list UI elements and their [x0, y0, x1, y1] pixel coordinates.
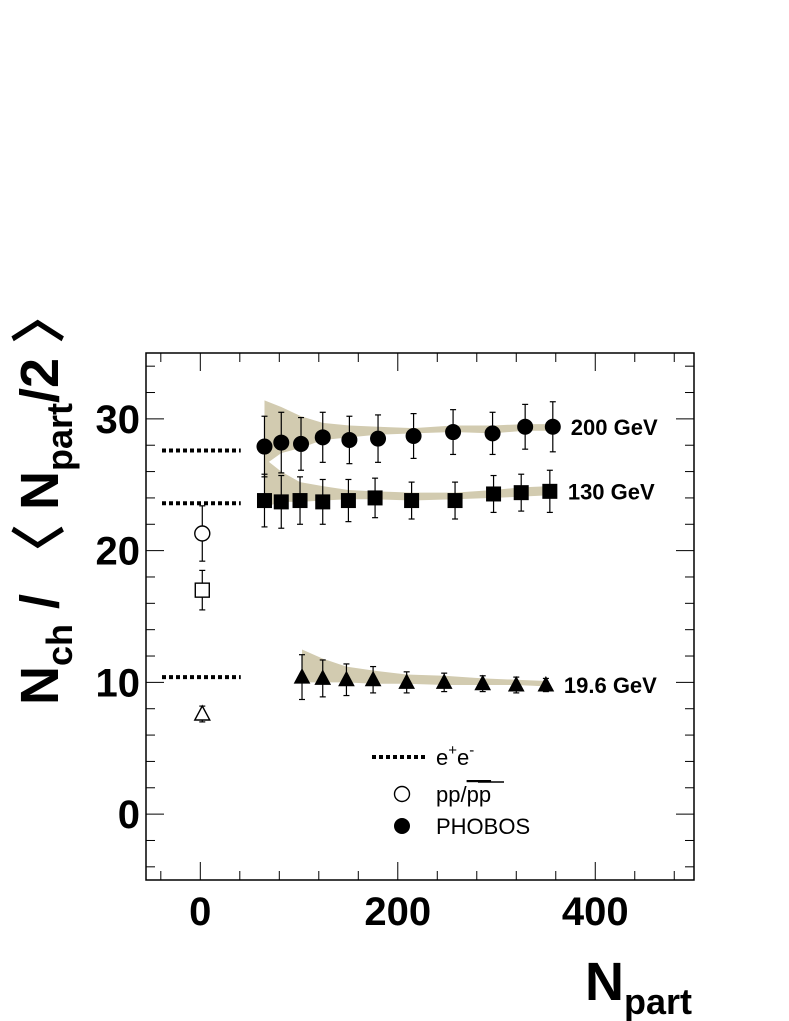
- pp-point-1: [194, 582, 210, 598]
- series-1-point-10: [542, 483, 558, 499]
- series-1-point-2: [292, 493, 308, 509]
- series-0-point-5: [370, 430, 387, 447]
- series-1-point-9: [513, 485, 529, 501]
- series-2-point-2: [338, 670, 355, 687]
- legend-pp-label: pp/pp: [436, 782, 491, 807]
- x-tick-label: 400: [562, 890, 629, 934]
- x-tick-label: 200: [364, 890, 431, 934]
- band-2: [302, 649, 546, 687]
- series-2-point-0: [293, 668, 311, 684]
- series-1-point-3: [315, 494, 331, 510]
- series-1-point-8: [486, 486, 502, 502]
- series-2-point-5: [435, 673, 453, 689]
- series-0-point-1: [273, 434, 290, 451]
- series-2-point-4: [398, 673, 416, 689]
- series-0-point-7: [445, 424, 462, 441]
- series-labels: 200 GeV 130 GeV 19.6 GeV: [564, 415, 658, 698]
- legend: e+e-pp/pp PHOBOS: [372, 742, 530, 839]
- y-tick-label: 0: [118, 793, 140, 837]
- series-0-point-3: [314, 429, 331, 446]
- series-1-point-4: [340, 493, 356, 509]
- x-axis-title: Npart: [585, 952, 692, 1021]
- series-2-point-6: [474, 674, 492, 691]
- ee-reference-lines: [162, 448, 241, 680]
- series-1-point-6: [404, 493, 420, 509]
- series-1-point-7: [447, 493, 463, 509]
- y-tick-label: 10: [96, 661, 141, 705]
- series-1-point-0: [256, 493, 272, 509]
- pp-point-0: [194, 525, 211, 542]
- series-0-point-10: [544, 418, 561, 435]
- legend-phobos-swatch: [394, 818, 410, 834]
- plot-frame: [145, 352, 695, 881]
- x-tick-label: 0: [189, 890, 211, 934]
- series-0-point-9: [517, 418, 534, 435]
- series-2-point-1: [314, 669, 332, 685]
- series-2-point-3: [364, 670, 382, 687]
- pp-point-2: [193, 704, 211, 721]
- y-axis-title: Nch / 〈 Npart/2 〉: [10, 289, 80, 705]
- series-1-point-5: [367, 490, 383, 506]
- series-2-point-8: [537, 675, 555, 692]
- series-0-point-6: [405, 428, 422, 445]
- series-0-point-8: [484, 425, 501, 442]
- legend-pp-swatch: [393, 785, 411, 803]
- series-0-point-2: [293, 435, 310, 452]
- series-0-point-4: [341, 431, 358, 448]
- axis-ticks: [146, 353, 694, 880]
- series-label-0: 200 GeV: [571, 415, 658, 440]
- data-markers: [193, 418, 561, 721]
- y-tick-label: 20: [96, 530, 141, 574]
- series-label-1: 130 GeV: [568, 479, 655, 504]
- series-0-point-0: [256, 438, 273, 455]
- axis-tick-labels: 0 200 400 0 10 20 30: [96, 398, 629, 934]
- series-2-point-7: [507, 675, 525, 692]
- y-tick-label: 30: [96, 398, 141, 442]
- series-label-2: 19.6 GeV: [564, 673, 657, 698]
- legend-phobos-label: PHOBOS: [436, 814, 530, 839]
- band-1: [264, 458, 550, 508]
- legend-ee-label: e+e-: [436, 742, 474, 770]
- series-1-point-1: [273, 494, 289, 510]
